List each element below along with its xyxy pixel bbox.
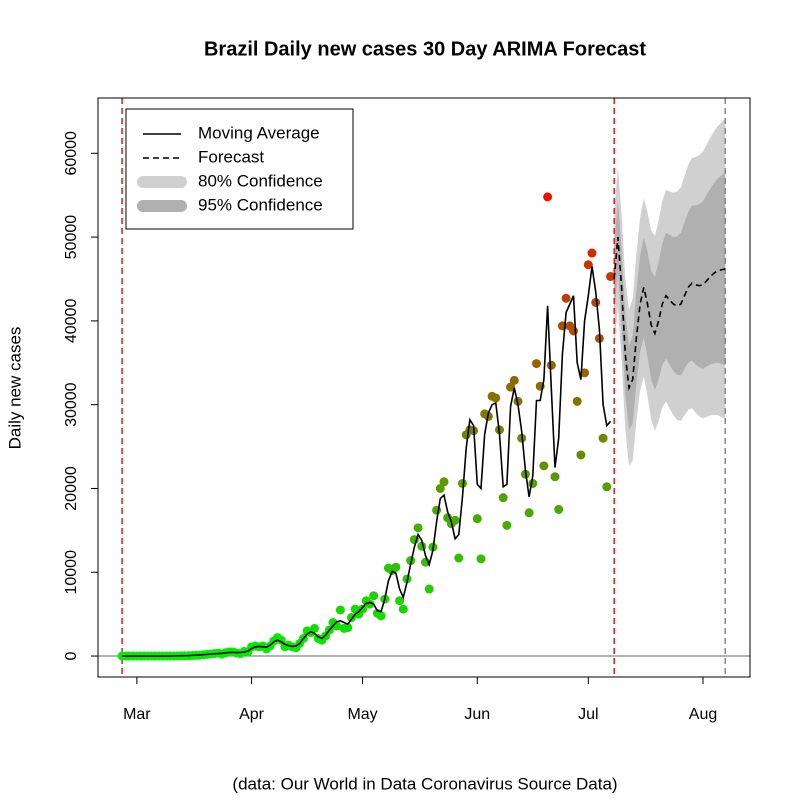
data-point bbox=[576, 450, 586, 460]
x-tick-label: Jul bbox=[578, 706, 598, 723]
y-tick-label: 40000 bbox=[63, 299, 80, 344]
y-tick-label: 30000 bbox=[63, 382, 80, 427]
data-point bbox=[454, 553, 464, 563]
data-point bbox=[509, 375, 519, 385]
confidence-band bbox=[614, 172, 726, 430]
data-point bbox=[457, 478, 467, 488]
x-tick-label: Jun bbox=[464, 706, 490, 723]
y-axis-label: Daily new cases bbox=[5, 327, 24, 450]
data-point bbox=[498, 493, 508, 503]
data-point bbox=[369, 591, 379, 601]
data-point bbox=[568, 326, 578, 336]
data-point bbox=[309, 623, 319, 633]
data-point bbox=[413, 523, 423, 533]
data-point bbox=[491, 393, 501, 403]
data-point bbox=[335, 605, 345, 615]
data-point bbox=[605, 271, 615, 281]
legend-label: Moving Average bbox=[198, 123, 320, 142]
data-point bbox=[358, 604, 368, 614]
data-point bbox=[543, 192, 553, 202]
data-point bbox=[580, 368, 590, 378]
data-point bbox=[524, 508, 534, 518]
x-tick-label: May bbox=[347, 706, 377, 723]
data-point bbox=[506, 382, 516, 392]
data-point bbox=[554, 504, 564, 514]
data-point bbox=[365, 599, 375, 609]
data-point bbox=[502, 520, 512, 530]
data-point bbox=[476, 554, 486, 564]
chart-title: Brazil Daily new cases 30 Day ARIMA Fore… bbox=[204, 38, 646, 60]
legend-label: 80% Confidence bbox=[198, 171, 323, 190]
data-point bbox=[546, 360, 556, 370]
x-tick-label: Mar bbox=[123, 706, 151, 723]
data-point bbox=[583, 260, 593, 270]
legend: Moving Average Forecast 80% Confidence 95% … bbox=[125, 108, 354, 230]
data-point bbox=[424, 584, 434, 594]
moving-average-line bbox=[122, 266, 612, 657]
data-point bbox=[539, 461, 549, 471]
caption: (data: Our World in Data Coronavirus Sou… bbox=[232, 774, 617, 793]
y-tick-label: 60000 bbox=[63, 131, 80, 176]
data-point bbox=[398, 604, 408, 614]
data-point bbox=[591, 297, 601, 307]
y-tick-label: 20000 bbox=[63, 466, 80, 511]
data-point bbox=[572, 396, 582, 406]
data-point bbox=[561, 293, 571, 303]
x-tick-label: Apr bbox=[239, 706, 265, 723]
x-tick-label: Aug bbox=[689, 706, 717, 723]
legend-label: 95% Confidence bbox=[198, 195, 323, 214]
data-point bbox=[395, 596, 405, 606]
data-point bbox=[439, 477, 449, 487]
data-point bbox=[343, 623, 353, 633]
plot-frame bbox=[97, 97, 751, 678]
y-tick-label: 0 bbox=[63, 652, 80, 661]
y-tick-label: 10000 bbox=[63, 550, 80, 595]
forecast-line bbox=[613, 237, 726, 391]
data-point bbox=[531, 359, 541, 369]
data-point bbox=[598, 433, 608, 443]
plot-area bbox=[98, 98, 750, 677]
data-point bbox=[587, 248, 597, 258]
data-point bbox=[376, 611, 386, 621]
data-point bbox=[435, 483, 445, 493]
data-point bbox=[472, 514, 482, 524]
data-point bbox=[602, 482, 612, 492]
data-point bbox=[450, 515, 460, 525]
y-tick-label: 50000 bbox=[63, 215, 80, 260]
data-point bbox=[550, 472, 560, 482]
legend-label: Forecast bbox=[198, 147, 264, 166]
data-point bbox=[391, 562, 401, 572]
